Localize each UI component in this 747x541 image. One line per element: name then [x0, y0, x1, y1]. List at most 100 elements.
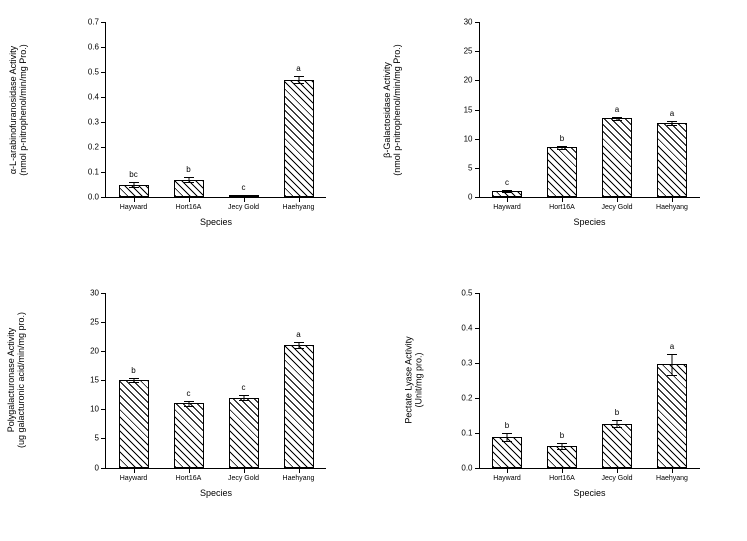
ytick-mark [101, 97, 106, 98]
error-cap [129, 187, 139, 188]
significance-label: a [670, 342, 674, 351]
ytick-label: 0.6 [88, 43, 99, 52]
error-cap [294, 342, 304, 343]
bar-hatch [230, 399, 258, 467]
significance-label: a [296, 330, 300, 339]
ytick-mark [101, 197, 106, 198]
ytick-mark [101, 147, 106, 148]
error-cap [612, 420, 622, 421]
xtick-label: Haehyang [283, 475, 315, 482]
error-bar [507, 433, 508, 441]
error-cap [667, 354, 677, 355]
error-cap [612, 427, 622, 428]
ytick-mark [475, 80, 480, 81]
ytick-label: 0.3 [461, 358, 472, 367]
error-cap [294, 83, 304, 84]
xtick-label: Hort16A [549, 475, 575, 482]
ytick-label: 15 [90, 376, 99, 385]
error-cap [557, 149, 567, 150]
significance-label: c [187, 389, 191, 398]
error-cap [184, 401, 194, 402]
xtick-label: Haehyang [283, 204, 315, 211]
ytick-mark [475, 293, 480, 294]
xtick-label: Haehyang [656, 204, 688, 211]
error-cap [557, 449, 567, 450]
ytick-label: 15 [464, 105, 473, 114]
y-axis-label: Polygalacturonase Activity(ug galacturon… [6, 312, 26, 448]
error-cap [184, 177, 194, 178]
x-axis-label: Species [573, 217, 605, 227]
error-cap [557, 443, 567, 444]
xtick-mark [562, 468, 563, 473]
xtick-mark [617, 197, 618, 202]
y-axis-label: α-L-arabinofuranosidase Activity(nmol p-… [8, 44, 28, 176]
error-bar [298, 76, 299, 84]
error-cap [502, 190, 512, 191]
ytick-label: 0.5 [461, 288, 472, 297]
xtick-label: Hayward [493, 204, 521, 211]
ytick-mark [101, 122, 106, 123]
chart-panel-beta-gal: 051015202530HaywardcHort16AbJecy GoldaHa… [374, 0, 747, 271]
ytick-mark [475, 22, 480, 23]
xtick-mark [672, 468, 673, 473]
error-bar [672, 354, 673, 375]
xtick-label: Jecy Gold [601, 475, 632, 482]
error-cap [184, 182, 194, 183]
error-cap [239, 400, 249, 401]
bar-hatch [175, 404, 203, 466]
ytick-label: 0.3 [88, 118, 99, 127]
bar [174, 403, 204, 467]
xtick-mark [244, 197, 245, 202]
significance-label: a [615, 105, 619, 114]
bar-hatch [120, 381, 148, 467]
plot-area: 0.00.10.20.30.40.5HaywardbHort16AbJecy G… [479, 293, 700, 469]
error-cap [129, 382, 139, 383]
ytick-mark [475, 139, 480, 140]
ytick-label: 0.2 [461, 393, 472, 402]
ytick-mark [101, 409, 106, 410]
ytick-label: 10 [464, 134, 473, 143]
ytick-label: 20 [464, 76, 473, 85]
bar-hatch [658, 365, 686, 466]
ytick-label: 0 [468, 193, 472, 202]
bar-hatch [285, 346, 313, 467]
error-cap [129, 182, 139, 183]
ytick-mark [475, 398, 480, 399]
ytick-mark [475, 197, 480, 198]
significance-label: b [186, 165, 190, 174]
xtick-mark [299, 197, 300, 202]
ytick-label: 10 [90, 405, 99, 414]
error-cap [667, 125, 677, 126]
xtick-label: Hort16A [549, 204, 575, 211]
ytick-mark [101, 47, 106, 48]
xtick-mark [507, 197, 508, 202]
bar [602, 424, 632, 468]
ytick-mark [475, 328, 480, 329]
xtick-label: Haehyang [656, 475, 688, 482]
ytick-mark [101, 351, 106, 352]
ytick-label: 0.7 [88, 18, 99, 27]
ytick-label: 5 [468, 163, 472, 172]
ytick-mark [101, 438, 106, 439]
ytick-mark [475, 363, 480, 364]
bar [602, 118, 632, 197]
ytick-mark [101, 72, 106, 73]
xtick-mark [134, 468, 135, 473]
ytick-mark [101, 322, 106, 323]
error-cap [239, 395, 249, 396]
error-cap [502, 433, 512, 434]
significance-label: bc [129, 170, 137, 179]
y-axis-label-line2: (nmol p-nitrophenol/min/mg Pro.) [18, 44, 28, 176]
error-cap [667, 375, 677, 376]
significance-label: a [670, 109, 674, 118]
ytick-label: 0.0 [461, 463, 472, 472]
ytick-label: 5 [95, 434, 99, 443]
bar-hatch [658, 124, 686, 196]
error-cap [294, 348, 304, 349]
bar [119, 380, 149, 468]
significance-label: c [242, 383, 246, 392]
ytick-label: 30 [464, 18, 473, 27]
xtick-mark [672, 197, 673, 202]
y-axis-label: Pectate Lyase Activity(Unit/mg pro.) [404, 336, 424, 423]
ytick-label: 0.4 [461, 323, 472, 332]
